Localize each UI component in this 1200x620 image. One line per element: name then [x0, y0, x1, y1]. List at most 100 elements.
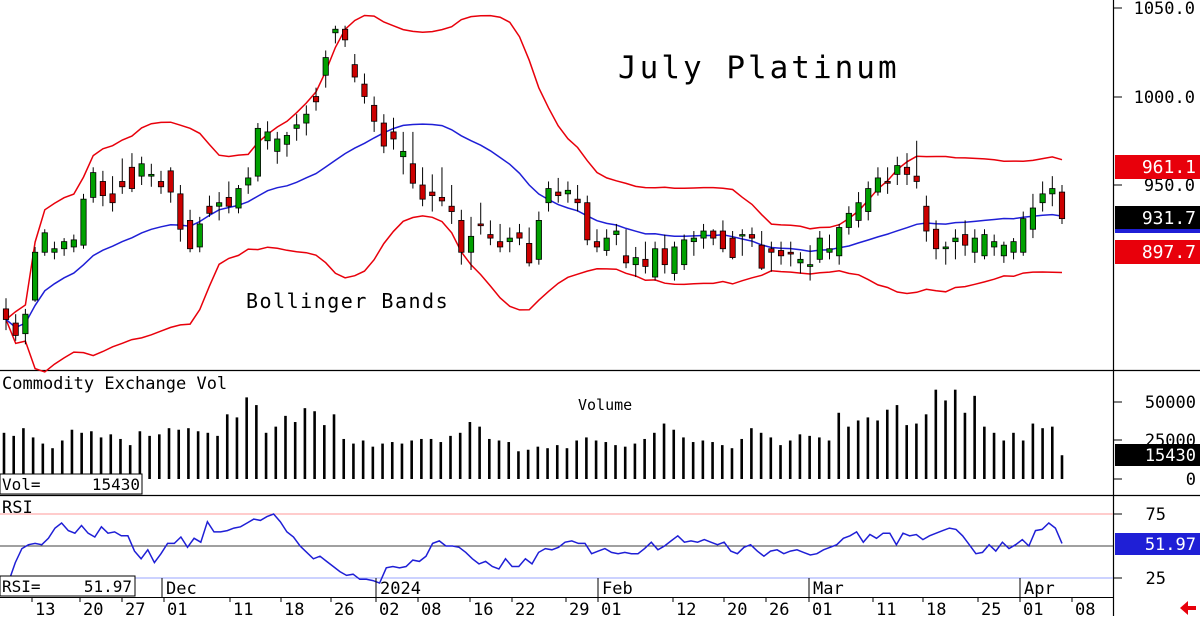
price-tick-1000: 1000.0 — [1134, 88, 1195, 108]
volume-bar — [662, 423, 666, 479]
candlestick — [545, 181, 552, 212]
volume-bar — [905, 425, 908, 479]
candle-body — [90, 172, 97, 198]
x-day-label: 20 — [83, 600, 103, 616]
candle-body — [545, 188, 552, 204]
candlestick — [138, 156, 145, 185]
candlestick — [787, 241, 794, 267]
candle-body — [1058, 191, 1066, 220]
candle-body — [506, 237, 513, 243]
candlestick — [41, 229, 48, 256]
candle-body — [487, 234, 494, 239]
candle-body — [1010, 241, 1017, 253]
x-day-label: 01 — [812, 600, 832, 616]
candlestick — [642, 241, 649, 274]
volume-readout-label: Vol= — [2, 475, 41, 494]
volume-bar — [80, 432, 83, 479]
price-axis: 1050.0 1000.0 950.0 — [1113, 0, 1195, 196]
rsi-axis: 75 25 — [1113, 505, 1166, 589]
candlestick — [932, 220, 940, 260]
volume-bar — [953, 389, 957, 479]
volume-bar — [1041, 428, 1044, 479]
volume-bar — [128, 445, 132, 479]
upper-bollinger-band — [5, 14, 1063, 321]
candlestick — [342, 25, 349, 47]
volume-bar — [672, 429, 676, 479]
candlestick — [865, 181, 872, 221]
candlestick — [303, 105, 310, 136]
candle-body — [41, 232, 48, 253]
candlestick — [1058, 185, 1066, 224]
candle-body — [1039, 193, 1046, 204]
volume-bar — [235, 417, 239, 479]
volume-bar — [682, 437, 685, 479]
candle-body — [400, 150, 407, 158]
volume-bar — [856, 420, 860, 479]
candle-body — [216, 202, 223, 207]
candle-body — [816, 237, 823, 260]
candlestick — [836, 223, 843, 265]
candle-body — [894, 165, 901, 175]
candlestick — [467, 216, 475, 270]
candlestick — [535, 211, 542, 265]
candlestick — [584, 195, 591, 246]
candlestick — [729, 231, 736, 260]
volume-bar — [488, 438, 491, 479]
candlestick — [225, 181, 232, 214]
volume-badge-value: 15430 — [1145, 446, 1196, 466]
candle-body — [225, 196, 232, 207]
candlestick — [777, 241, 785, 265]
candlestick — [516, 223, 523, 246]
candlestick — [206, 195, 213, 217]
scroll-left-arrow-icon[interactable] — [1180, 601, 1196, 615]
volume-bar — [22, 428, 25, 479]
candlestick — [1049, 176, 1056, 207]
candlestick — [690, 231, 697, 256]
volume-bar — [934, 389, 938, 479]
volume-bar — [245, 397, 248, 479]
candlestick — [12, 314, 19, 341]
candle-body — [574, 198, 581, 204]
x-day-label: 18 — [926, 600, 946, 616]
volume-bar — [70, 429, 74, 479]
candlestick — [574, 185, 581, 212]
x-axis: 13 20 27 01 11 18 26 02 08 16 22 29 01 12 20 26 01 11 18 25… — [31, 578, 1095, 620]
candle-body — [855, 202, 862, 221]
candle-body — [884, 181, 891, 184]
volume-bar — [206, 432, 210, 479]
candle-body — [187, 219, 194, 250]
volume-bar — [808, 435, 811, 479]
last-price-badge: 931.7 — [1115, 206, 1200, 233]
candle-body — [51, 248, 58, 253]
rsi-badge-value: 51.97 — [1145, 535, 1196, 555]
volume-bar — [623, 446, 627, 479]
candlestick — [254, 123, 261, 182]
candlestick — [497, 223, 504, 253]
candlestick — [1010, 238, 1017, 260]
candle-body — [196, 223, 203, 248]
x-day-label: 01 — [1023, 600, 1043, 616]
candle-body — [719, 230, 726, 250]
volume-bar — [303, 408, 307, 479]
candle-body — [61, 241, 68, 250]
x-day-label: 27 — [125, 600, 145, 616]
candle-body — [254, 127, 261, 177]
candle-body — [777, 250, 785, 257]
candle-body — [874, 177, 881, 193]
candlestick — [593, 229, 601, 253]
candle-body — [497, 241, 504, 248]
rsi-badge: 51.97 — [1115, 533, 1200, 555]
volume-bar — [429, 438, 433, 479]
candlestick — [128, 153, 136, 193]
volume-panel-title: Commodity Exchange Vol — [2, 374, 227, 394]
volume-bar — [293, 422, 297, 479]
candle-body — [652, 248, 659, 278]
candlestick — [80, 193, 87, 249]
x-day-label: 02 — [379, 600, 399, 616]
candle-body — [322, 57, 329, 76]
volume-bar — [788, 440, 792, 479]
candle-body — [1029, 207, 1037, 230]
candlestick — [419, 167, 426, 207]
candlestick — [603, 229, 610, 256]
candle-body — [206, 205, 213, 214]
